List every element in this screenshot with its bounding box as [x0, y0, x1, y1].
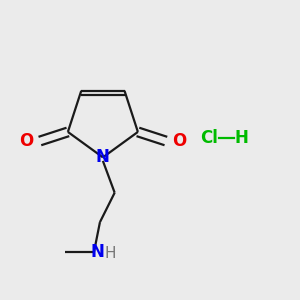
Text: H: H — [104, 246, 116, 261]
Text: N: N — [96, 148, 110, 166]
Text: H: H — [234, 129, 248, 147]
Text: Cl: Cl — [200, 129, 218, 147]
Text: N: N — [90, 243, 104, 261]
Text: O: O — [172, 132, 187, 150]
Text: O: O — [19, 132, 33, 150]
